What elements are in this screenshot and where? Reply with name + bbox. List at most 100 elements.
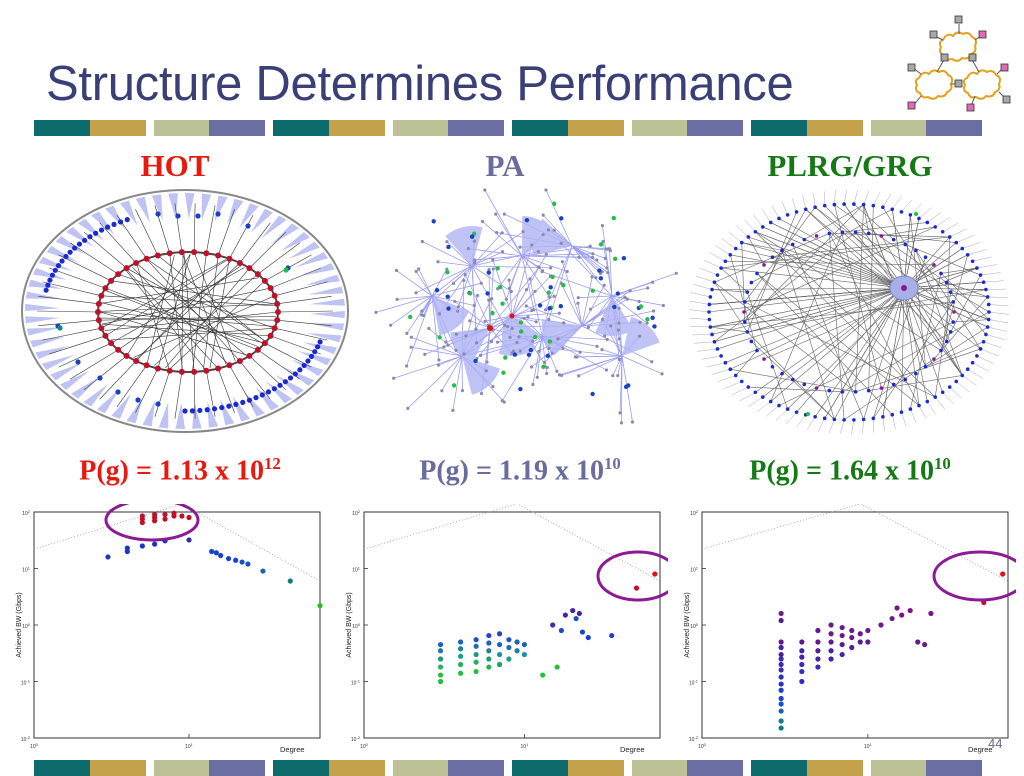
pa-node xyxy=(616,291,620,295)
pa-leaf-node xyxy=(505,298,508,301)
plrg-outer-node xyxy=(761,225,765,229)
plrg-inner-node xyxy=(762,263,766,267)
data-point xyxy=(779,656,784,661)
data-point xyxy=(105,554,110,559)
pa-leaf-node xyxy=(536,376,539,379)
plrg-outer-node xyxy=(982,280,986,284)
hot-edge-node xyxy=(50,273,55,278)
pa-node xyxy=(446,306,450,310)
hot-core-node xyxy=(144,256,150,262)
pa-node xyxy=(613,257,617,261)
data-point xyxy=(458,646,463,651)
pa-leaf-node xyxy=(491,258,494,261)
pa-node xyxy=(490,311,494,315)
plrg-outer-node xyxy=(786,407,790,411)
y-tick-label: 100 xyxy=(690,622,699,630)
hot-edge-node xyxy=(59,258,64,263)
plrg-inner-node xyxy=(791,378,795,382)
plrg-inner-node xyxy=(903,378,907,382)
pa-node xyxy=(473,359,477,363)
data-point xyxy=(889,616,894,621)
plrg-outer-node xyxy=(734,247,738,251)
pa-leaf-node xyxy=(535,320,538,323)
plrg-inner-node xyxy=(750,340,754,344)
plrg-outer-node xyxy=(890,413,894,417)
pa-leaf-node xyxy=(410,346,413,349)
data-point xyxy=(506,656,511,661)
plrg-inner-node xyxy=(854,390,858,394)
hot-edge-node xyxy=(266,389,271,394)
data-point xyxy=(849,635,854,640)
data-point xyxy=(878,622,883,627)
plrg-outer-node xyxy=(724,259,728,263)
data-point xyxy=(849,628,854,633)
data-point xyxy=(186,515,191,520)
data-point xyxy=(506,645,511,650)
data-point xyxy=(779,662,784,667)
data-point xyxy=(522,652,527,657)
plrg-outer-node xyxy=(777,217,781,221)
pa-leaf-node xyxy=(374,311,377,314)
plrg-inner-node xyxy=(949,330,953,334)
data-point xyxy=(799,679,804,684)
hot-edge-node xyxy=(63,254,68,259)
pa-node xyxy=(527,353,531,357)
pa-leaf-node xyxy=(603,334,606,337)
hot-core-node xyxy=(215,366,221,372)
pa-node xyxy=(541,365,545,369)
data-point xyxy=(438,656,443,661)
hot-leaf-node xyxy=(175,213,180,218)
pa-leaf-node xyxy=(531,383,534,386)
hot-core-node xyxy=(96,317,102,323)
plrg-inner-node xyxy=(841,230,845,234)
plrg-outer-node xyxy=(833,418,837,422)
hot-core-node xyxy=(246,265,252,271)
data-point xyxy=(140,543,145,548)
pa-leaf-node xyxy=(468,319,471,322)
hot-edge-node xyxy=(226,404,231,409)
data-point xyxy=(609,633,614,638)
pa-node xyxy=(468,291,472,295)
pa-leaf-node xyxy=(389,324,392,327)
data-point xyxy=(908,608,913,613)
data-point xyxy=(559,628,564,633)
pa-leaf-node xyxy=(452,282,455,285)
plrg-inner-node xyxy=(780,249,784,253)
pa-leaf-node xyxy=(594,276,597,279)
plrg-outer-node xyxy=(917,217,921,221)
pa-node xyxy=(518,387,522,391)
pa-leaf-node xyxy=(519,350,522,353)
data-point xyxy=(438,672,443,677)
hot-core-node xyxy=(133,358,139,364)
data-point xyxy=(840,625,845,630)
hot-edge-node xyxy=(260,392,265,397)
plrg-outer-node xyxy=(852,202,856,206)
x-tick-label: 101 xyxy=(185,742,194,750)
plrg-label: PLRG/GRG xyxy=(730,148,970,184)
hot-edge-node xyxy=(68,250,73,255)
pa-node xyxy=(622,256,626,260)
pa-node xyxy=(561,283,565,287)
plrg-outer-node xyxy=(734,374,738,378)
pa-node xyxy=(445,270,449,274)
hot-core-node xyxy=(272,293,278,299)
plrg-inner-node xyxy=(951,300,955,304)
pa-leaf-node xyxy=(474,328,477,331)
pa-hub-node xyxy=(510,314,515,319)
pa-leaf-node xyxy=(436,260,439,263)
pa-leaf-node xyxy=(675,272,678,275)
pa-leaf-node xyxy=(576,302,579,305)
pa-leaf-node xyxy=(476,294,479,297)
hot-core-node xyxy=(124,353,130,359)
pa-node xyxy=(645,317,649,321)
plrg-inner-node xyxy=(815,234,819,238)
pa-leaf-node xyxy=(440,389,443,392)
plrg-inner-node xyxy=(951,320,955,324)
pa-leaf-node xyxy=(405,332,408,335)
data-point xyxy=(779,667,784,672)
pa-leaf-node xyxy=(508,287,511,290)
plrg-outer-node xyxy=(862,203,866,207)
pa-leaf-node xyxy=(444,341,447,344)
pa-leaf-node xyxy=(491,385,494,388)
pa-leaf-node xyxy=(560,242,563,245)
